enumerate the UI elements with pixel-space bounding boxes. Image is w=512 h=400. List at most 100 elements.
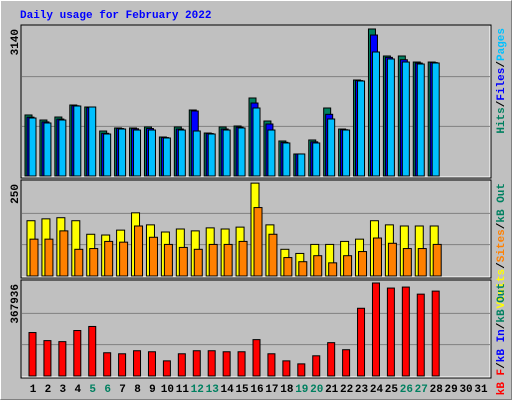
bar	[59, 230, 69, 277]
bar	[253, 207, 263, 277]
bar	[147, 129, 156, 177]
bar	[177, 129, 186, 177]
bar	[357, 307, 366, 377]
bar	[237, 127, 246, 177]
bar	[312, 142, 321, 177]
x-tick-label: 29	[445, 384, 458, 396]
legend-entry: kB In	[496, 329, 508, 362]
legend: Visits/Sites/kB Out	[496, 183, 508, 308]
bar	[386, 287, 395, 377]
legend-separator: /	[496, 100, 508, 107]
bar	[193, 248, 203, 277]
x-tick-label: 21	[325, 384, 339, 396]
bar	[401, 61, 410, 177]
x-tick-label: 13	[206, 384, 220, 396]
bar	[58, 119, 67, 177]
legend-entry: Pages	[496, 28, 508, 61]
y-tick-label: 367936	[10, 284, 22, 324]
x-tick-label: 5	[89, 384, 96, 396]
x-tick-label: 1	[30, 384, 37, 396]
bar	[417, 248, 427, 277]
x-tick-label: 20	[310, 384, 323, 396]
legend-separator: /	[496, 262, 508, 269]
x-tick-label: 23	[355, 384, 369, 396]
bar	[267, 353, 276, 377]
x-tick-label: 25	[385, 384, 399, 396]
x-tick-label: 14	[221, 384, 235, 396]
bar	[118, 353, 127, 377]
legend-separator: /	[496, 322, 508, 329]
x-tick-label: 19	[295, 384, 308, 396]
bar	[358, 251, 368, 277]
x-tick-label: 16	[250, 384, 263, 396]
bar	[103, 352, 112, 377]
x-tick-label: 4	[74, 384, 81, 396]
bar	[342, 349, 351, 377]
x-tick-label: 28	[430, 384, 444, 396]
bar	[118, 128, 127, 177]
x-tick-label: 31	[474, 384, 488, 396]
bar	[222, 129, 231, 177]
legend: kB F/kB In/kB Out	[496, 283, 508, 395]
bar	[147, 351, 156, 377]
bar	[252, 107, 261, 177]
bar	[402, 248, 412, 277]
bar	[371, 51, 380, 177]
bar	[207, 133, 216, 177]
bar	[88, 325, 97, 377]
x-tick-label: 18	[280, 384, 294, 396]
bar	[162, 360, 171, 377]
bar	[416, 293, 425, 377]
bar	[208, 243, 218, 277]
bar	[238, 240, 248, 277]
bar	[28, 332, 37, 377]
x-tick-label: 8	[134, 384, 141, 396]
bar	[163, 243, 173, 277]
bar	[386, 58, 395, 177]
x-tick-label: 3	[60, 384, 67, 396]
bar	[29, 238, 39, 277]
bar	[73, 105, 82, 177]
legend-entry: Sites	[496, 229, 508, 262]
x-tick-label: 2	[45, 384, 52, 396]
bar	[282, 360, 291, 377]
bar	[178, 246, 188, 277]
legend-entry: Hits	[496, 107, 508, 133]
bar	[328, 262, 338, 277]
bar	[298, 261, 308, 277]
bar	[134, 225, 144, 277]
bar	[148, 236, 158, 277]
x-tick-label: 6	[104, 384, 111, 396]
bar	[327, 342, 336, 377]
bar	[133, 129, 142, 177]
bar	[387, 242, 397, 277]
bar	[43, 122, 52, 177]
bar	[133, 350, 142, 377]
legend-separator: /	[496, 61, 508, 68]
bar	[192, 130, 201, 177]
chart-title: Daily usage for February 2022	[20, 10, 211, 22]
y-tick-label: 250	[10, 184, 22, 204]
bar	[297, 363, 306, 377]
bar	[119, 241, 129, 277]
x-tick-label: 11	[176, 384, 190, 396]
bar	[103, 133, 112, 177]
bar	[327, 118, 336, 177]
x-tick-label: 7	[119, 384, 126, 396]
legend-entry: Files	[496, 68, 508, 101]
x-tick-label: 27	[415, 384, 428, 396]
x-tick-label: 30	[459, 384, 472, 396]
bar	[372, 237, 382, 277]
bar	[88, 106, 97, 177]
bar	[343, 255, 353, 277]
bar	[401, 286, 410, 377]
bar	[432, 243, 442, 277]
legend-separator: /	[496, 362, 508, 369]
bar	[313, 255, 323, 277]
bar	[312, 355, 321, 377]
bar	[416, 63, 425, 177]
bar	[44, 238, 54, 277]
bar	[43, 340, 52, 377]
bar	[297, 153, 306, 177]
x-tick-label: 15	[235, 384, 249, 396]
